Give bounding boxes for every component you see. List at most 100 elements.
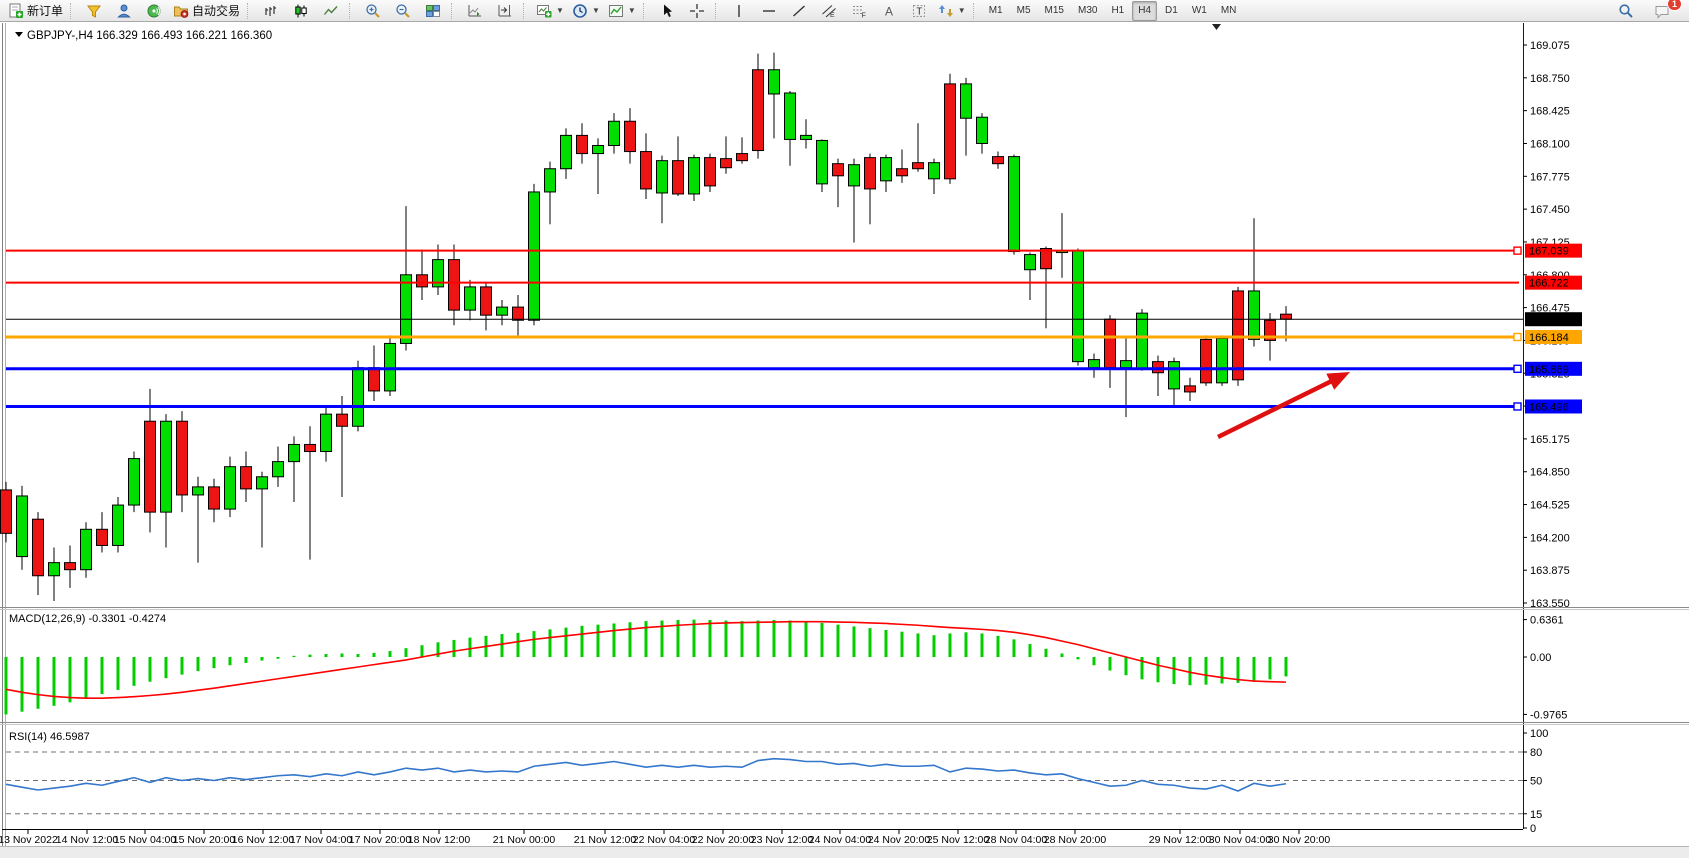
metaeditor-button[interactable]: [79, 0, 109, 22]
timeframe-m5[interactable]: M5: [1016, 4, 1031, 16]
macd-histogram-bar: [900, 631, 904, 657]
candle-body-bull: [768, 69, 780, 95]
timeframe-m30[interactable]: M30: [1077, 4, 1098, 16]
notifications-button[interactable]: 1: [1647, 0, 1682, 22]
candle: [1184, 377, 1196, 402]
line-chart-icon: [323, 5, 338, 15]
candle: [560, 128, 572, 179]
line-chart-button[interactable]: [316, 0, 346, 22]
candle-body-bull: [432, 259, 444, 288]
candle-body-bear: [752, 69, 764, 152]
indicators-button[interactable]: ▼: [604, 0, 640, 22]
time-label: 30 Nov 04:00: [1209, 834, 1272, 846]
macd-histogram-bar: [196, 657, 200, 672]
tile-windows-icon: [426, 4, 441, 17]
macd-axis-label: 0.00: [1530, 652, 1551, 664]
price-level-handle[interactable]: [1513, 332, 1522, 342]
candle-body-bear: [1280, 313, 1292, 320]
period-clock-button[interactable]: ▼: [568, 0, 604, 22]
cursor-tool-button[interactable]: [652, 0, 682, 22]
candle: [992, 151, 1004, 169]
candle: [736, 137, 748, 164]
new-chart-button[interactable]: ▼: [532, 0, 568, 22]
channel-tool[interactable]: E: [814, 0, 844, 22]
candle: [672, 136, 684, 196]
zoom-out-button[interactable]: [388, 0, 418, 22]
time-label: 17 Nov 20:00: [349, 834, 412, 846]
text-tool[interactable]: A: [874, 0, 904, 22]
vertical-line-tool[interactable]: [724, 0, 754, 22]
profile-button[interactable]: [109, 0, 139, 22]
macd-histogram-bar: [884, 629, 888, 657]
zoom-out-icon: [396, 3, 410, 18]
shapes-tool[interactable]: ▼: [934, 0, 970, 22]
timeframe-mn[interactable]: MN: [1220, 4, 1237, 16]
auto-trading-button[interactable]: 自动交易: [169, 0, 244, 22]
candle-body-bull: [976, 116, 988, 144]
candle-body-bear: [416, 274, 428, 288]
search-button[interactable]: [1611, 0, 1641, 22]
macd-histogram-bar: [788, 620, 792, 657]
text-label-tool[interactable]: T: [904, 0, 934, 22]
candle: [48, 547, 60, 602]
timeframe-h1[interactable]: H1: [1111, 4, 1125, 16]
macd-histogram-bar: [340, 653, 344, 657]
macd-signal-line: [5, 620, 1287, 699]
crosshair-tool-button[interactable]: [682, 0, 712, 22]
candle-body-bear: [64, 562, 76, 571]
timeframe-w1[interactable]: W1: [1191, 4, 1207, 16]
price-level-handle[interactable]: [1513, 364, 1522, 374]
timeframe-h4[interactable]: H4: [1132, 0, 1158, 21]
candlestick-chart-button[interactable]: [286, 0, 316, 22]
macd-histogram-bar: [1236, 657, 1240, 683]
candle: [880, 154, 892, 192]
candle: [1024, 252, 1036, 301]
text-icon: A: [885, 4, 893, 18]
timeframe-d1[interactable]: D1: [1165, 4, 1178, 16]
macd-histogram-bar: [212, 657, 216, 669]
macd-histogram-bar: [740, 621, 744, 657]
fibonacci-tool[interactable]: F: [844, 0, 874, 22]
tile-windows-button[interactable]: [418, 0, 448, 22]
candle-body-bull: [880, 157, 892, 182]
time-label: 25 Nov 12:00: [927, 834, 990, 846]
candle-body-bear: [832, 163, 844, 177]
horizontal-line-tool[interactable]: [754, 0, 784, 22]
candle-body-bull: [16, 495, 28, 558]
price-level-handle[interactable]: [1513, 402, 1522, 411]
trend-arrow[interactable]: [1217, 377, 1335, 440]
timeframe-m15[interactable]: M15: [1044, 4, 1064, 16]
time-label: 17 Nov 04:00: [290, 834, 353, 846]
time-label: 29 Nov 12:00: [1149, 834, 1212, 846]
timeframe-m1[interactable]: M1: [988, 4, 1003, 16]
macd-histogram-bar: [260, 657, 264, 661]
chart-shift-button[interactable]: [490, 0, 520, 22]
candle: [112, 496, 124, 553]
candle: [448, 244, 460, 326]
candle: [512, 294, 524, 336]
macd-histogram-bar: [308, 654, 312, 657]
price-level-handle[interactable]: [1513, 246, 1522, 255]
trendline-tool[interactable]: [784, 0, 814, 22]
bar-chart-button[interactable]: [256, 0, 286, 22]
signals-button[interactable]: [139, 0, 169, 22]
new-order-label: 新订单: [27, 4, 64, 18]
symbol-dropdown-icon[interactable]: [15, 32, 23, 37]
price-level-label-text: 166.360: [1529, 314, 1569, 326]
auto-scroll-button[interactable]: [460, 0, 490, 22]
candle: [96, 512, 108, 553]
candle-body-bear: [672, 160, 684, 195]
macd-histogram-bar: [68, 657, 72, 703]
macd-histogram-bar: [388, 651, 392, 657]
macd-histogram-bar: [1060, 653, 1064, 657]
price-level-label: [1525, 329, 1582, 344]
zoom-in-button[interactable]: [358, 0, 388, 22]
candle: [896, 149, 908, 183]
candle-body-bull: [656, 160, 668, 194]
candle-body-bull: [848, 164, 860, 187]
trend-arrow-head[interactable]: [1326, 372, 1350, 390]
candle-body-bull: [816, 139, 828, 185]
chart-shift-marker-icon[interactable]: [1212, 24, 1221, 30]
new-order-button[interactable]: 新订单: [4, 0, 67, 22]
